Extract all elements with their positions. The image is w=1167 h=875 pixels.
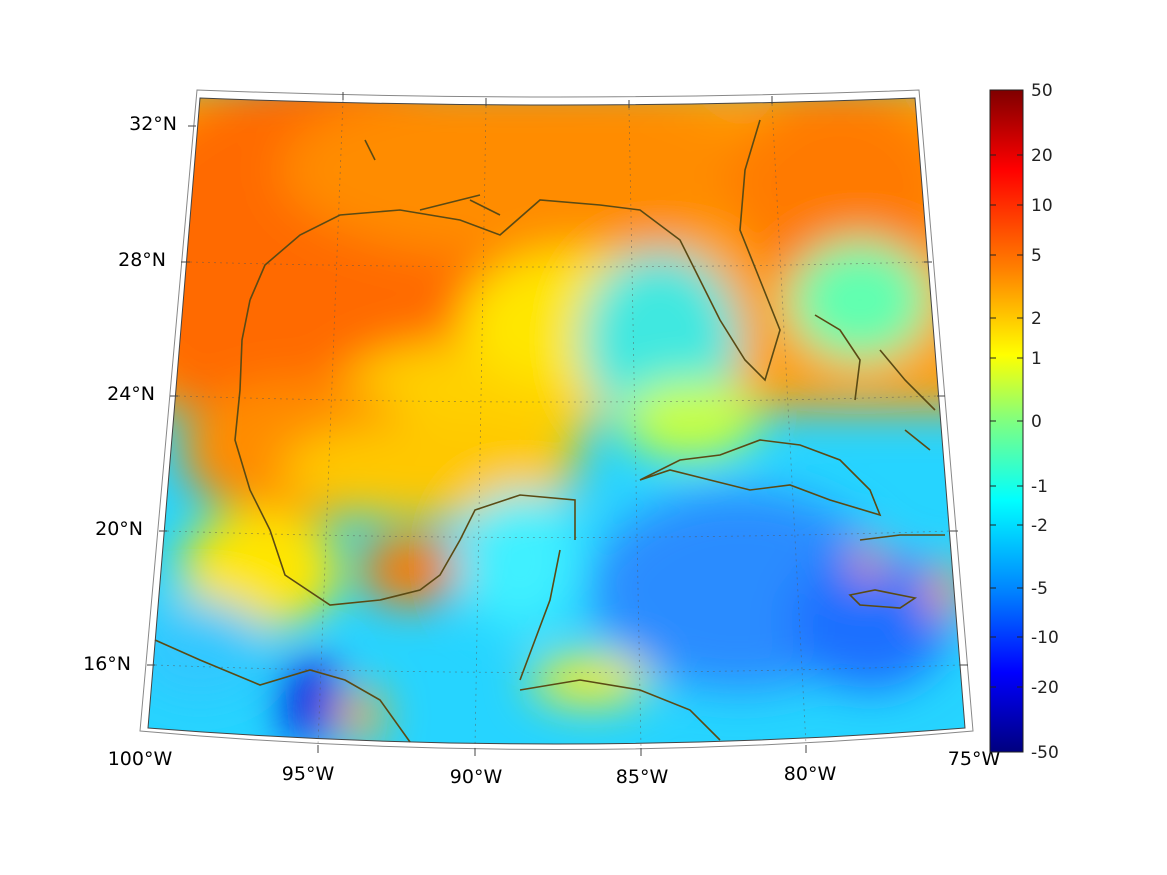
lat-tick-label: 32°N [129,113,177,135]
colorbar-tick-label: 1 [1031,349,1042,369]
colorbar-ticks [990,89,1023,753]
lon-tick-label: 75°W [948,748,1001,770]
map-frame-ticks [147,92,968,756]
lat-tick-label: 16°N [83,653,131,675]
colorbar-tick-label: 5 [1031,246,1042,266]
lat-tick-label: 24°N [107,383,155,405]
lon-labels: 100°W 95°W 90°W 85°W 80°W 75°W [108,748,1001,788]
colorbar-tick-label: -50 [1031,743,1059,763]
colorbar-tick-label: 0 [1031,412,1042,432]
lat-labels: 32°N 28°N 24°N 20°N 16°N [83,113,177,675]
lon-tick-label: 100°W [108,748,173,770]
lon-tick-label: 85°W [616,766,669,788]
lon-tick-label: 95°W [282,763,335,785]
colorbar-tick-label: -1 [1031,477,1048,497]
colorbar-tick-label: 10 [1031,196,1053,216]
colorbar-tick-label: 50 [1031,81,1053,101]
colorbar-tick-label: 20 [1031,146,1053,166]
colorbar-tick-label: -2 [1031,516,1048,536]
colorbar-tick-label: -10 [1031,628,1059,648]
heatmap-field [148,98,965,744]
map-frame [139,89,974,750]
coastlines [154,119,945,743]
colorbar-tick-label: -5 [1031,579,1048,599]
graticule [154,99,961,749]
lon-tick-label: 90°W [450,766,503,788]
lon-tick-label: 80°W [784,763,837,785]
lat-tick-label: 20°N [95,518,143,540]
lat-tick-label: 28°N [118,249,166,271]
colorbar-tick-label: 2 [1031,309,1042,329]
colorbar-tick-label: -20 [1031,678,1059,698]
